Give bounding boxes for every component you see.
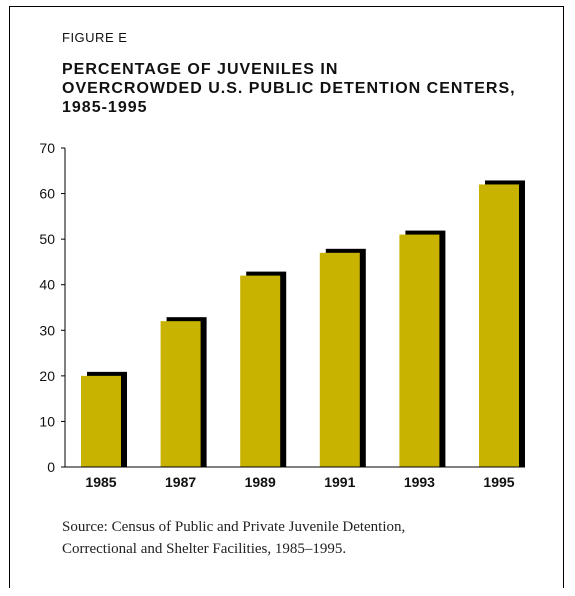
x-tick-label-1989: 1989	[245, 474, 276, 490]
y-tick-label-60: 60	[39, 186, 55, 202]
figure-frame	[9, 6, 564, 588]
y-tick-label-0: 0	[47, 459, 55, 475]
bar-1985	[81, 375, 121, 467]
x-tick-label-1985: 1985	[85, 474, 116, 490]
x-tick-label-1993: 1993	[404, 474, 435, 490]
bar-1987	[160, 321, 201, 467]
source-line-2: Correctional and Shelter Facilities, 198…	[62, 541, 347, 557]
source-note: Source: Census of Public and Private Juv…	[62, 516, 522, 560]
bar-1989	[240, 275, 281, 467]
chart-title: PERCENTAGE OF JUVENILES IN OVERCROWDED U…	[62, 60, 532, 117]
y-tick-label-10: 10	[39, 413, 55, 429]
chart-title-line-2: OVERCROWDED U.S. PUBLIC DETENTION CENTER…	[62, 80, 516, 97]
y-tick-label-30: 30	[39, 322, 55, 338]
y-tick-label-20: 20	[39, 368, 55, 384]
y-tick-label-40: 40	[39, 277, 55, 293]
bar-1993	[399, 234, 440, 467]
y-tick-label-50: 50	[39, 231, 55, 247]
x-tick-label-1991: 1991	[324, 474, 355, 490]
chart-title-line-1: PERCENTAGE OF JUVENILES IN	[62, 61, 339, 78]
figure-label: FIGURE E	[62, 30, 128, 45]
y-tick-label-70: 70	[39, 140, 55, 156]
bar-1995	[479, 184, 519, 467]
x-tick-label-1987: 1987	[165, 474, 196, 490]
bar-1991	[319, 252, 360, 467]
x-tick-label-1995: 1995	[483, 474, 514, 490]
source-line-1: Source: Census of Public and Private Juv…	[62, 519, 406, 535]
chart-title-line-3: 1985-1995	[62, 99, 148, 116]
